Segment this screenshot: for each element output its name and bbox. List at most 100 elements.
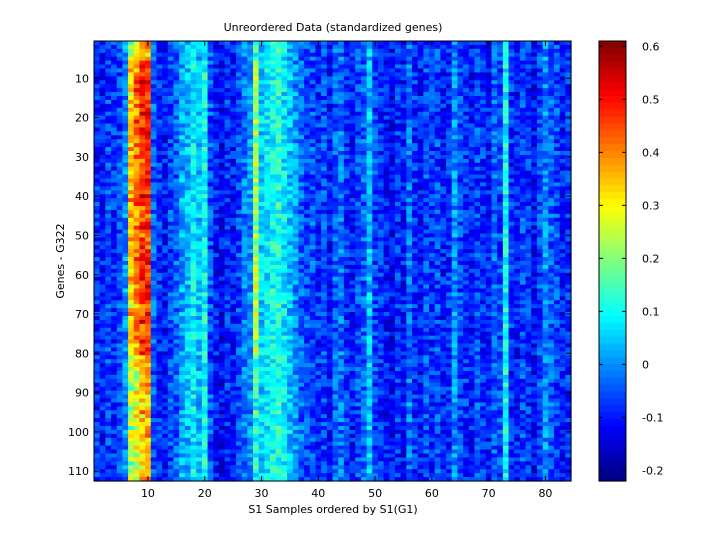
heatmap-cell	[241, 139, 248, 144]
heatmap-cell	[145, 245, 152, 250]
heatmap-cell	[224, 170, 231, 176]
heatmap-cell	[497, 182, 504, 187]
heatmap-cell	[559, 147, 566, 152]
heatmap-cell	[446, 198, 453, 203]
heatmap-cell	[508, 80, 515, 85]
heatmap-cell	[224, 213, 231, 219]
heatmap-cell	[491, 60, 498, 66]
heatmap-cell	[394, 52, 402, 58]
heatmap-cell	[372, 261, 379, 266]
heatmap-cell	[184, 170, 192, 176]
heatmap-cell	[156, 92, 163, 97]
heatmap-cell	[412, 123, 419, 129]
heatmap-cell	[394, 253, 402, 258]
heatmap-cell	[326, 186, 334, 191]
heatmap-cell	[94, 166, 101, 172]
heatmap-cell	[128, 217, 135, 223]
heatmap-cell	[281, 56, 288, 62]
heatmap-cell	[116, 44, 123, 50]
heatmap-cell	[292, 111, 300, 117]
heatmap-cell	[474, 68, 481, 74]
heatmap-cell	[264, 115, 271, 121]
heatmap-cell	[213, 44, 220, 50]
heatmap-cell	[122, 217, 129, 223]
heatmap-cell	[235, 96, 243, 101]
heatmap-cell	[332, 229, 339, 235]
heatmap-cell	[184, 194, 192, 199]
heatmap-cell	[480, 162, 487, 168]
heatmap-cell	[179, 209, 186, 215]
heatmap-cell	[99, 143, 106, 148]
heatmap-cell	[360, 107, 368, 113]
heatmap-cell	[213, 221, 220, 227]
heatmap-cell	[389, 80, 396, 85]
heatmap-cell	[332, 162, 339, 168]
heatmap-cell	[440, 111, 447, 117]
heatmap-cell	[559, 115, 566, 121]
heatmap-cell	[519, 151, 527, 156]
heatmap-cell	[565, 48, 572, 54]
heatmap-cell	[190, 225, 197, 231]
heatmap-cell	[423, 154, 430, 160]
heatmap-cell	[485, 48, 493, 54]
heatmap-cell	[519, 92, 527, 97]
heatmap-cell	[321, 72, 328, 77]
heatmap-cell	[389, 229, 396, 235]
heatmap-cell	[548, 268, 555, 274]
heatmap-cell	[230, 206, 237, 211]
heatmap-cell	[179, 233, 186, 239]
heatmap-cell	[128, 213, 135, 219]
heatmap-cell	[400, 135, 407, 140]
heatmap-cell	[247, 143, 254, 148]
heatmap-cell	[162, 194, 169, 199]
heatmap-cell	[480, 186, 487, 191]
heatmap-cell	[480, 253, 487, 258]
heatmap-cell	[343, 41, 351, 46]
heatmap-cell	[343, 64, 351, 70]
heatmap-cell	[417, 56, 424, 62]
heatmap-cell	[355, 198, 362, 203]
heatmap-cell	[326, 264, 334, 270]
heatmap-cell	[122, 143, 129, 148]
heatmap-cell	[514, 48, 521, 54]
heatmap-cell	[491, 119, 498, 125]
heatmap-cell	[343, 96, 351, 101]
heatmap-cell	[491, 174, 498, 180]
heatmap-cell	[548, 107, 555, 113]
heatmap-cell	[412, 41, 419, 46]
heatmap-cell	[298, 56, 305, 62]
heatmap-cell	[406, 245, 413, 250]
heatmap-cell	[179, 202, 186, 207]
heatmap-cell	[519, 131, 527, 136]
heatmap-cell	[332, 72, 339, 77]
heatmap-cell	[133, 268, 141, 274]
heatmap-cell	[162, 72, 169, 77]
heatmap-cell	[281, 237, 288, 242]
heatmap-cell	[480, 127, 487, 132]
heatmap-cell	[304, 76, 311, 81]
heatmap-cell	[502, 229, 510, 235]
heatmap-cell	[270, 272, 277, 278]
heatmap-cell	[423, 221, 430, 227]
heatmap-cell	[463, 99, 470, 105]
heatmap-cell	[389, 186, 396, 191]
heatmap-cell	[412, 154, 419, 160]
heatmap-cell	[366, 52, 373, 58]
heatmap-cell	[275, 225, 282, 231]
heatmap-cell	[343, 119, 351, 125]
heatmap-cell	[531, 241, 538, 246]
heatmap-cell	[536, 151, 544, 156]
heatmap-cell	[122, 268, 129, 274]
heatmap-cell	[139, 48, 146, 54]
heatmap-cell	[241, 143, 248, 148]
heatmap-cell	[270, 229, 277, 235]
heatmap-cell	[565, 147, 572, 152]
heatmap-cell	[366, 135, 373, 140]
heatmap-cell	[429, 162, 436, 168]
heatmap-cell	[190, 96, 197, 101]
heatmap-cell	[525, 264, 532, 270]
heatmap-cell	[559, 221, 566, 227]
heatmap-cell	[196, 127, 203, 132]
heatmap-cell	[440, 268, 447, 274]
heatmap-cell	[99, 111, 106, 117]
